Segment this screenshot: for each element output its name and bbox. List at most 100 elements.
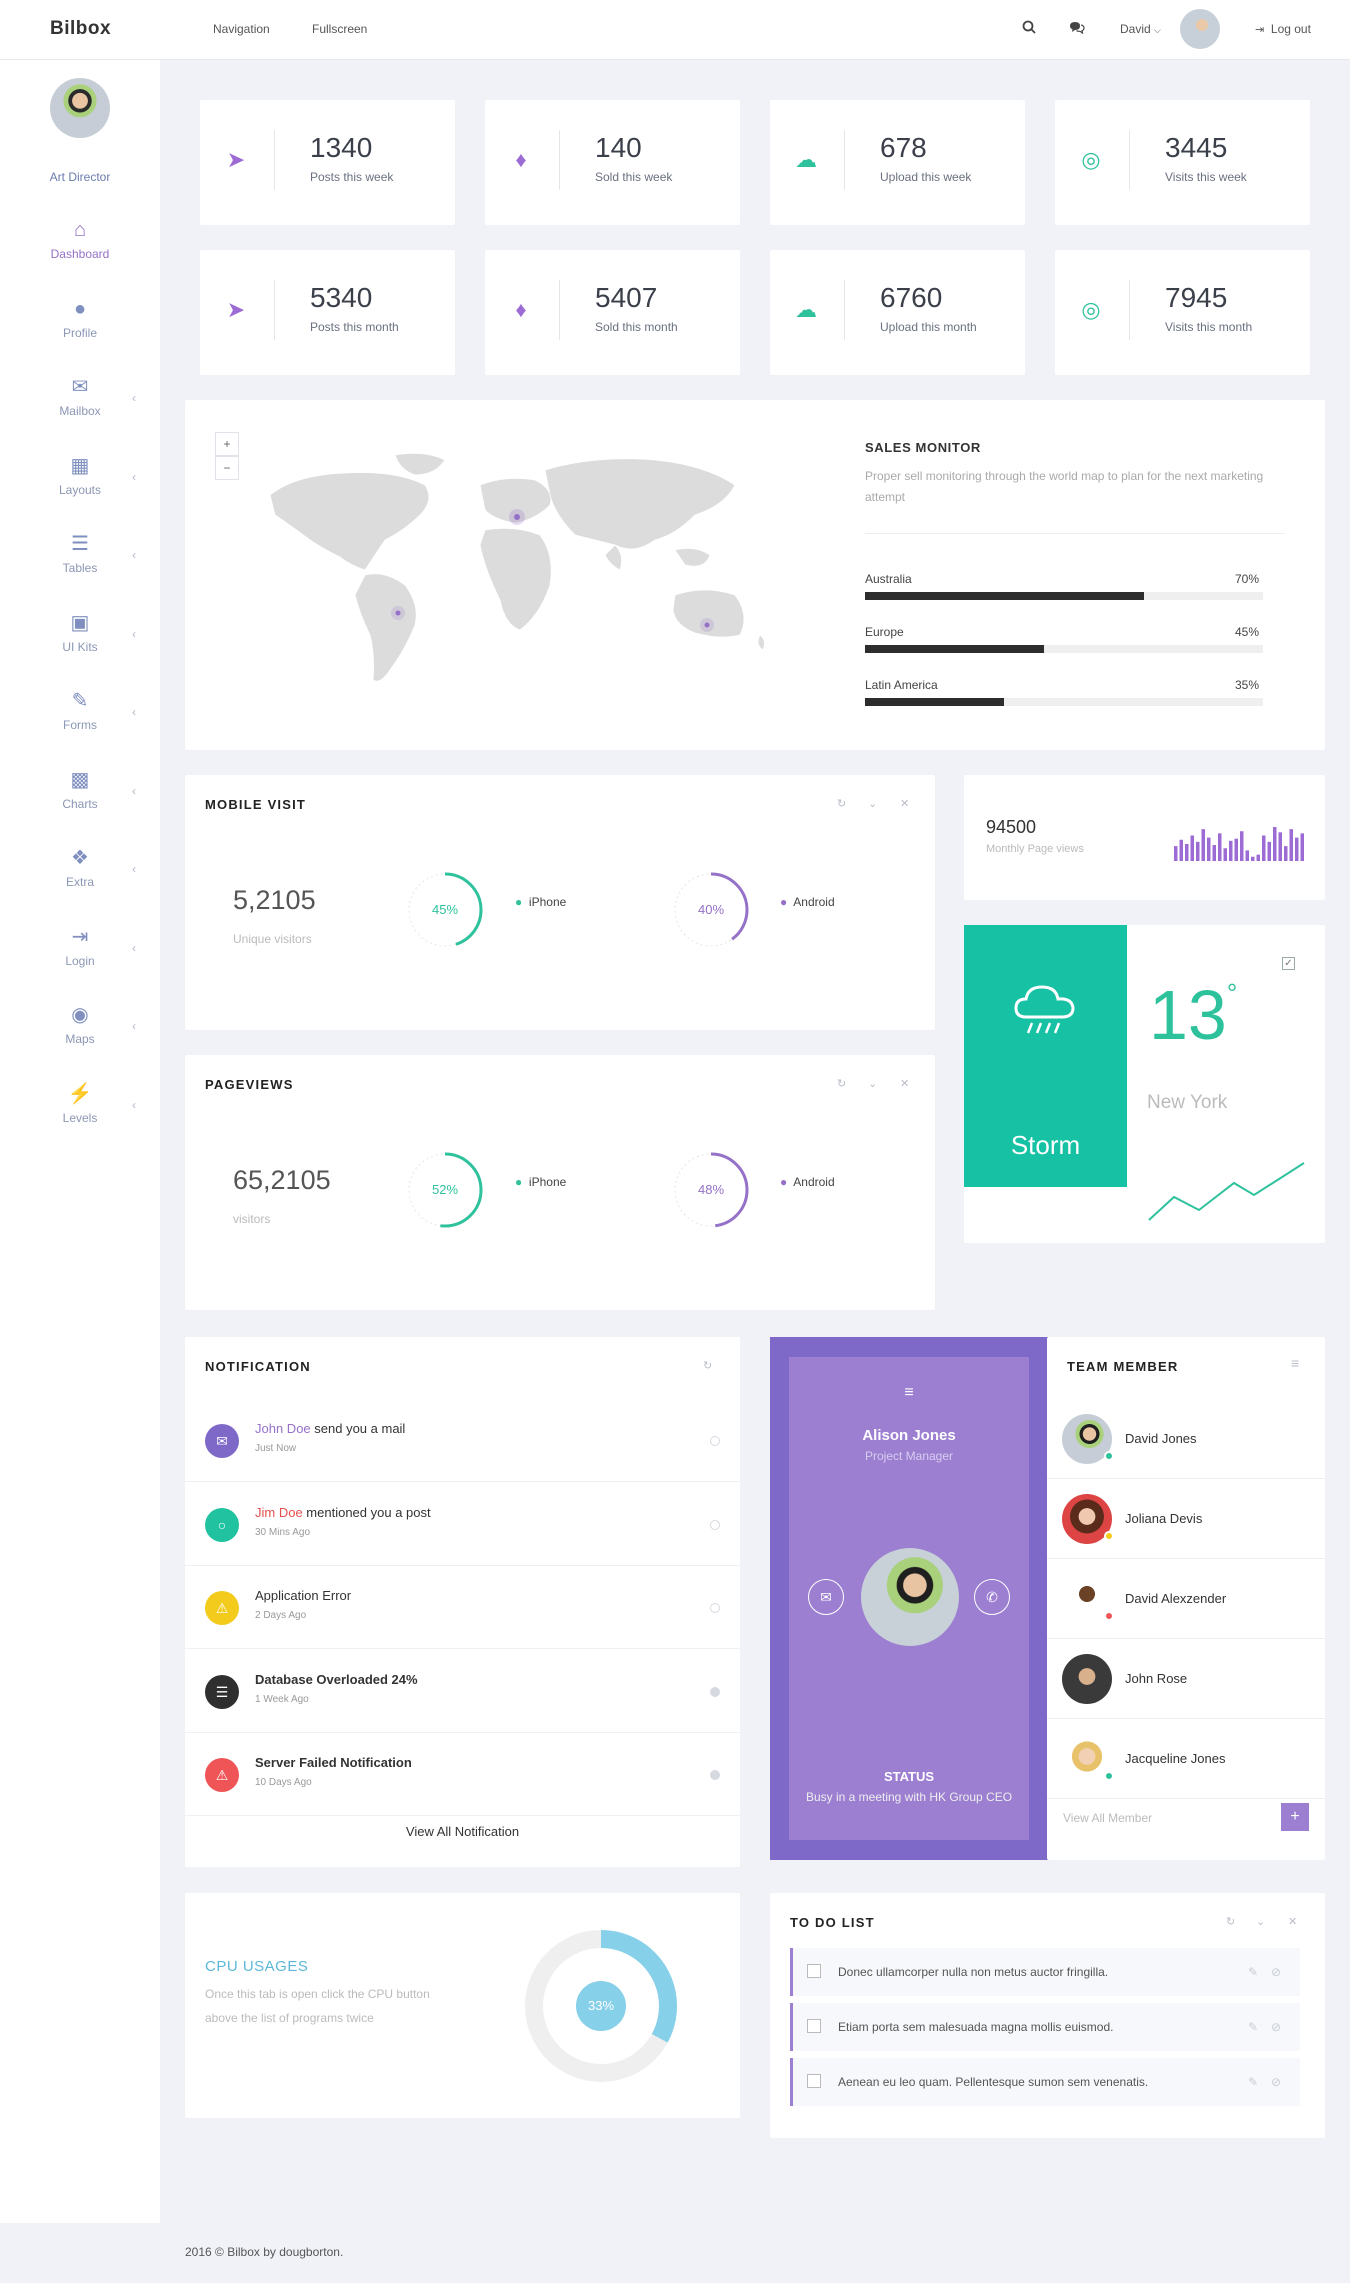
logout-label: Log out [1270, 22, 1311, 36]
sidebar-item-forms[interactable]: ✎ Forms ‹ [0, 689, 160, 749]
view-all-notification[interactable]: View All Notification [405, 1824, 520, 1839]
chevron-down-icon[interactable]: ⌄ [868, 798, 878, 810]
avatar [1062, 1654, 1112, 1704]
zoom-out-button[interactable]: − [215, 456, 239, 480]
read-indicator[interactable] [710, 1686, 720, 1697]
chevron-down-icon[interactable]: ⌄ [1256, 1916, 1266, 1928]
remove-icon[interactable]: ⊘ [1271, 2075, 1282, 2089]
notification-sender[interactable]: Jim Doe [255, 1504, 303, 1520]
refresh-icon[interactable]: ↻ [1226, 1916, 1236, 1928]
notification-card: NOTIFICATION ↻ ✉ John Doe send you a mail… [185, 1337, 740, 1867]
mini-bar [1284, 846, 1288, 861]
team-member-row[interactable]: David Alexzender [1047, 1559, 1325, 1639]
stat-label: Upload this month [880, 320, 977, 334]
pageview-sub: visitors [233, 1212, 271, 1226]
view-all-member[interactable]: View All Member [1063, 1811, 1153, 1825]
avatar [1062, 1734, 1112, 1784]
remove-icon[interactable]: ⊘ [1271, 2020, 1282, 2034]
avatar[interactable] [1180, 9, 1220, 49]
close-icon[interactable]: ✕ [900, 1078, 910, 1090]
chevron-left-icon: ‹ [132, 940, 136, 955]
mini-bar [1245, 850, 1249, 861]
sidebar-item-tables[interactable]: ☰ Tables ‹ [0, 532, 160, 592]
pencil-icon[interactable]: ✎ [1248, 2075, 1259, 2089]
sidebar-avatar[interactable] [50, 78, 110, 138]
search-icon[interactable] [1022, 20, 1036, 37]
read-indicator[interactable] [710, 1603, 720, 1613]
member-name: David Jones [1125, 1431, 1197, 1446]
notification-item[interactable]: ○ Jim Doe mentioned you a post 30 Mins Ago [185, 1483, 740, 1566]
stat-card: ♦ 5407 Sold this month [485, 250, 740, 375]
mini-bar [1179, 839, 1183, 861]
stat-value: 3445 [1165, 132, 1228, 163]
menu-icon[interactable]: ≡ [904, 1384, 914, 1401]
world-map[interactable] [255, 445, 775, 705]
user-menu[interactable]: David ⌵ [1120, 22, 1161, 36]
sidebar-item-profile[interactable]: ● Profile [0, 297, 160, 357]
pencil-icon[interactable]: ✎ [1248, 2020, 1259, 2034]
user-name: David [1120, 22, 1151, 36]
notification-item[interactable]: ☰ Database Overloaded 24% 1 Week Ago [185, 1650, 740, 1733]
chevron-down-icon[interactable]: ⌄ [868, 1078, 878, 1090]
team-member-row[interactable]: John Rose [1047, 1639, 1325, 1719]
notification-item[interactable]: ✉ John Doe send you a mail Just Now [185, 1399, 740, 1482]
weather-checkbox[interactable]: ✓ [1282, 957, 1295, 970]
todo-checkbox[interactable] [807, 2019, 821, 2033]
app-logo[interactable]: Bilbox [50, 18, 112, 39]
team-member-row[interactable]: Jacqueline Jones [1047, 1719, 1325, 1799]
sidebar-item-login[interactable]: ⇥ Login ‹ [0, 925, 160, 985]
menu-icon[interactable]: ≡ [1291, 1355, 1300, 1371]
divider [274, 130, 275, 190]
android-ring-label: 40% [697, 902, 725, 917]
temp-degree: ° [1226, 978, 1238, 1008]
sidebar-item-maps[interactable]: ◉ Maps ‹ [0, 1003, 160, 1063]
refresh-icon[interactable]: ↻ [703, 1360, 713, 1372]
refresh-icon[interactable]: ↻ [837, 798, 847, 810]
warning-icon: ⚠ [205, 1591, 239, 1625]
envelope-icon[interactable]: ✉ [808, 1579, 844, 1615]
sidebar-item-levels[interactable]: ⚡ Levels ‹ [0, 1082, 160, 1142]
chat-icon[interactable] [1069, 21, 1085, 37]
notification-time: 10 Days Ago [255, 1777, 312, 1788]
phone-icon[interactable]: ✆ [974, 1579, 1010, 1615]
notification-item[interactable]: ⚠ Server Failed Notification 10 Days Ago [185, 1733, 740, 1816]
team-member-title: TEAM MEMBER [1067, 1359, 1179, 1374]
sidebar-item-ui-kits[interactable]: ▣ UI Kits ‹ [0, 611, 160, 671]
stat-value: 140 [595, 132, 642, 163]
weather-card: Storm ✓ 13° New York [964, 925, 1325, 1243]
logout-button[interactable]: ⇥ Log out [1255, 22, 1311, 36]
mini-bar [1196, 841, 1200, 861]
sidebar-item-mailbox[interactable]: ✉ Mailbox ‹ [0, 375, 160, 435]
sidebar-item-extra[interactable]: ❖ Extra ‹ [0, 846, 160, 906]
envelope-icon: ✉ [71, 376, 89, 398]
todo-checkbox[interactable] [807, 1964, 821, 1978]
team-member-row[interactable]: Joliana Devis [1047, 1479, 1325, 1559]
avatar [1062, 1574, 1112, 1624]
notification-text: Server Failed Notification [255, 1755, 412, 1770]
sidebar-item-layouts[interactable]: ▦ Layouts ‹ [0, 454, 160, 514]
close-icon[interactable]: ✕ [900, 798, 910, 810]
team-member-row[interactable]: David Jones [1047, 1399, 1325, 1479]
read-indicator[interactable] [710, 1519, 720, 1530]
read-indicator[interactable] [710, 1770, 720, 1780]
nav-fullscreen[interactable]: Fullscreen [312, 22, 368, 36]
map-marker-icon: ◉ [71, 1004, 89, 1026]
pencil-icon[interactable]: ✎ [1248, 1965, 1259, 1979]
add-member-button[interactable]: + [1281, 1803, 1309, 1831]
todo-checkbox[interactable] [807, 2074, 821, 2088]
pageviews-title: PAGEVIEWS [205, 1077, 294, 1092]
close-icon[interactable]: ✕ [1288, 1916, 1298, 1928]
notification-text: Application Error [255, 1588, 351, 1603]
nav-navigation[interactable]: Navigation [213, 22, 270, 36]
zoom-in-button[interactable]: + [215, 432, 239, 456]
read-indicator[interactable] [710, 1436, 720, 1446]
notification-item[interactable]: ⚠ Application Error 2 Days Ago [185, 1566, 740, 1649]
sidebar-item-charts[interactable]: ▩ Charts ‹ [0, 768, 160, 828]
notification-sender[interactable]: John Doe [255, 1421, 311, 1436]
refresh-icon[interactable]: ↻ [837, 1078, 847, 1090]
ring-progress [673, 1152, 749, 1228]
todo-item: Etiam porta sem malesuada magna mollis e… [790, 2003, 1300, 2051]
remove-icon[interactable]: ⊘ [1271, 1965, 1282, 1979]
sidebar-item-dashboard[interactable]: ⌂ Dashboard [0, 218, 160, 278]
stat-label: Posts this week [310, 170, 394, 184]
